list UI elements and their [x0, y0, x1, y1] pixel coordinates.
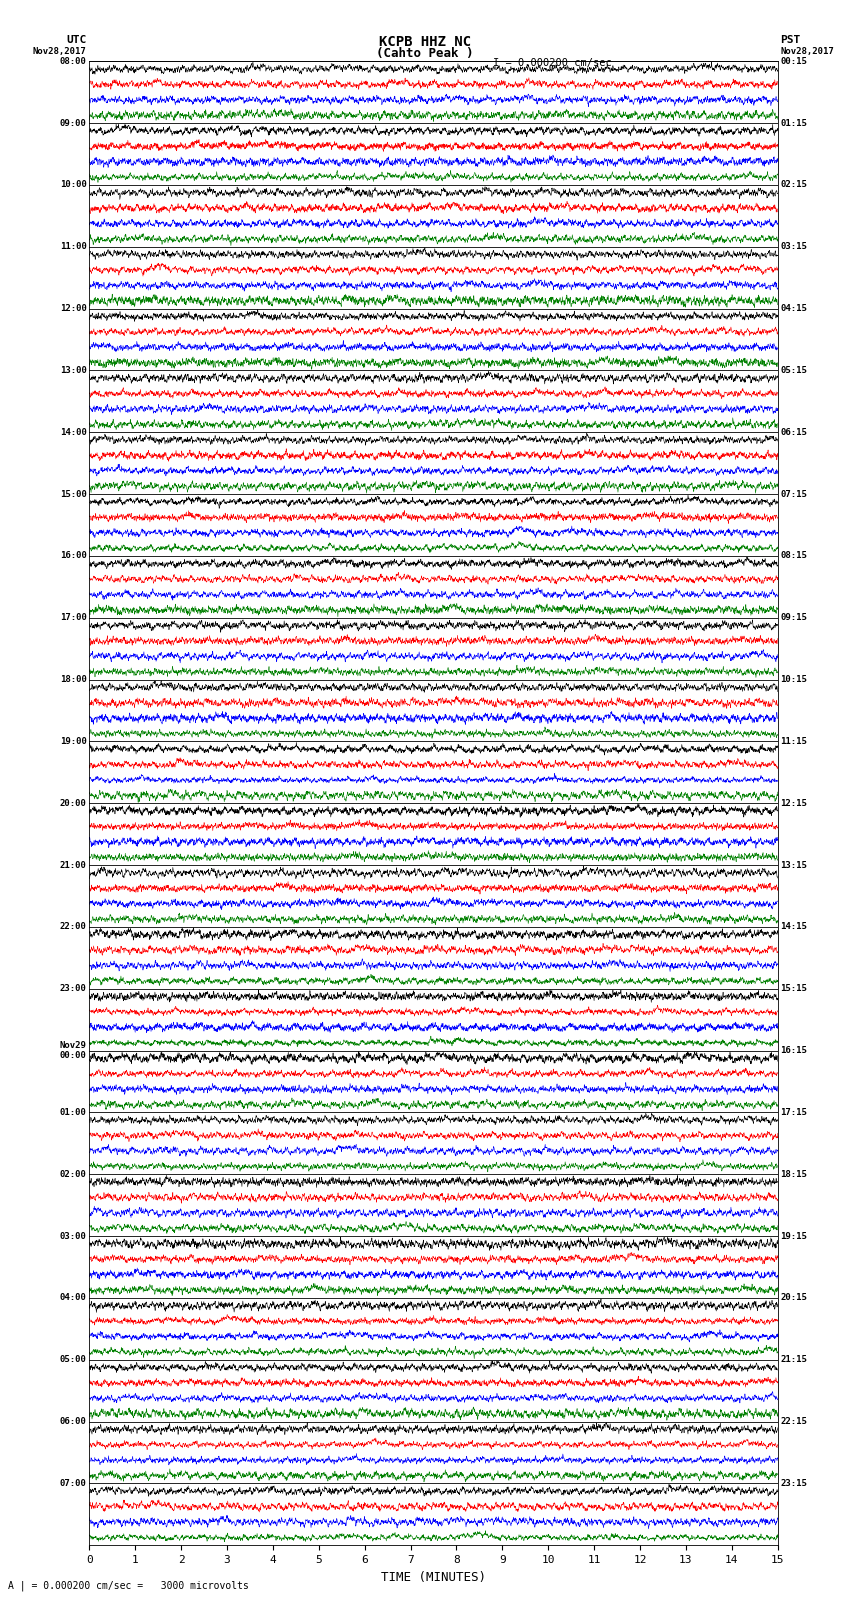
- Text: 02:15: 02:15: [780, 181, 808, 189]
- Text: 23:00: 23:00: [60, 984, 87, 994]
- Text: 02:00: 02:00: [60, 1169, 87, 1179]
- Text: A | = 0.000200 cm/sec =   3000 microvolts: A | = 0.000200 cm/sec = 3000 microvolts: [8, 1581, 249, 1592]
- Text: 07:15: 07:15: [780, 490, 808, 498]
- Text: 14:00: 14:00: [60, 427, 87, 437]
- Text: 05:15: 05:15: [780, 366, 808, 374]
- Text: 21:00: 21:00: [60, 861, 87, 869]
- Text: 11:15: 11:15: [780, 737, 808, 745]
- Text: I = 0.000200 cm/sec: I = 0.000200 cm/sec: [493, 58, 612, 68]
- Text: 05:00: 05:00: [60, 1355, 87, 1365]
- Text: KCPB HHZ NC: KCPB HHZ NC: [379, 35, 471, 50]
- Text: 06:00: 06:00: [60, 1418, 87, 1426]
- Text: 20:00: 20:00: [60, 798, 87, 808]
- Text: 00:15: 00:15: [780, 56, 808, 66]
- Text: Nov28,2017: Nov28,2017: [33, 47, 87, 56]
- Text: 01:00: 01:00: [60, 1108, 87, 1116]
- Text: 04:00: 04:00: [60, 1294, 87, 1302]
- Text: 10:15: 10:15: [780, 676, 808, 684]
- Text: 17:15: 17:15: [780, 1108, 808, 1116]
- Text: 03:00: 03:00: [60, 1232, 87, 1240]
- Text: 23:15: 23:15: [780, 1479, 808, 1487]
- Text: 09:15: 09:15: [780, 613, 808, 623]
- Text: 08:15: 08:15: [780, 552, 808, 560]
- Text: 16:00: 16:00: [60, 552, 87, 560]
- Text: 11:00: 11:00: [60, 242, 87, 252]
- Text: 13:00: 13:00: [60, 366, 87, 374]
- Text: 13:15: 13:15: [780, 861, 808, 869]
- Text: 19:00: 19:00: [60, 737, 87, 745]
- Text: Nov29
00:00: Nov29 00:00: [60, 1040, 87, 1060]
- Text: 12:00: 12:00: [60, 305, 87, 313]
- Text: 18:15: 18:15: [780, 1169, 808, 1179]
- Text: 08:00: 08:00: [60, 56, 87, 66]
- Text: 12:15: 12:15: [780, 798, 808, 808]
- Text: 14:15: 14:15: [780, 923, 808, 931]
- Text: 15:15: 15:15: [780, 984, 808, 994]
- X-axis label: TIME (MINUTES): TIME (MINUTES): [381, 1571, 486, 1584]
- Text: 03:15: 03:15: [780, 242, 808, 252]
- Text: 20:15: 20:15: [780, 1294, 808, 1302]
- Text: 22:00: 22:00: [60, 923, 87, 931]
- Text: PST: PST: [780, 35, 801, 45]
- Text: 21:15: 21:15: [780, 1355, 808, 1365]
- Text: UTC: UTC: [66, 35, 87, 45]
- Text: 15:00: 15:00: [60, 490, 87, 498]
- Text: 10:00: 10:00: [60, 181, 87, 189]
- Text: 04:15: 04:15: [780, 305, 808, 313]
- Text: 07:00: 07:00: [60, 1479, 87, 1487]
- Text: (Cahto Peak ): (Cahto Peak ): [377, 47, 473, 60]
- Text: 18:00: 18:00: [60, 676, 87, 684]
- Text: 17:00: 17:00: [60, 613, 87, 623]
- Text: Nov28,2017: Nov28,2017: [780, 47, 834, 56]
- Text: 06:15: 06:15: [780, 427, 808, 437]
- Text: 22:15: 22:15: [780, 1418, 808, 1426]
- Text: 16:15: 16:15: [780, 1047, 808, 1055]
- Text: 01:15: 01:15: [780, 119, 808, 127]
- Text: 09:00: 09:00: [60, 119, 87, 127]
- Text: 19:15: 19:15: [780, 1232, 808, 1240]
